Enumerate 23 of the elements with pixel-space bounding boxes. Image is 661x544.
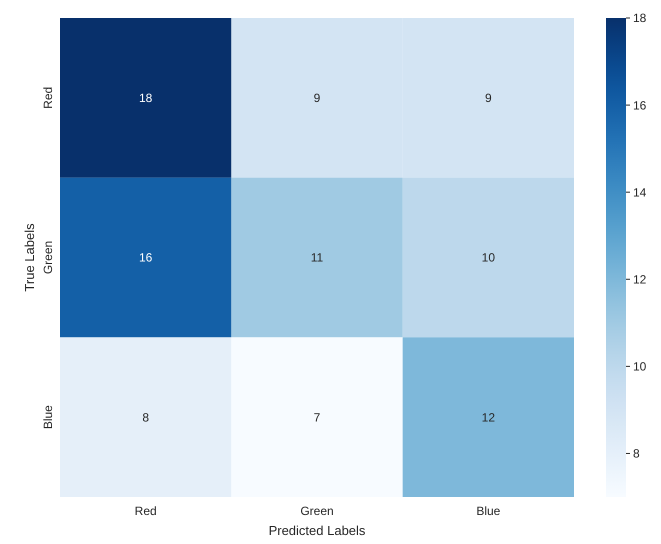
data-label: 9 <box>484 91 492 106</box>
data-label: 8 <box>142 410 150 424</box>
color-bar-label: 12 <box>633 272 647 286</box>
data-label: 18 <box>138 91 153 106</box>
data-label: 11 <box>310 250 324 265</box>
data-label: 16 <box>138 250 153 265</box>
color-bar-label: 16 <box>633 98 647 112</box>
color-bar-label: 14 <box>633 185 647 200</box>
color-bar-label: 8 <box>633 446 640 461</box>
y-axis-title: True Labels <box>22 222 37 292</box>
x-tick-label: Blue <box>476 504 501 518</box>
x-axis-title: Predicted Labels <box>268 523 366 538</box>
color-bar-label: 18 <box>633 11 647 26</box>
x-tick-label: Red <box>134 504 157 518</box>
y-tick-label: Blue <box>41 404 55 430</box>
x-tick-label: Green <box>300 504 334 518</box>
color-bar-label: 10 <box>633 360 647 374</box>
data-label: 12 <box>482 410 496 424</box>
y-tick-label: Green <box>41 240 55 274</box>
data-label: 9 <box>314 91 321 106</box>
data-label: 7 <box>314 410 321 424</box>
y-tick-label: Red <box>41 86 55 109</box>
data-label: 10 <box>482 250 496 265</box>
